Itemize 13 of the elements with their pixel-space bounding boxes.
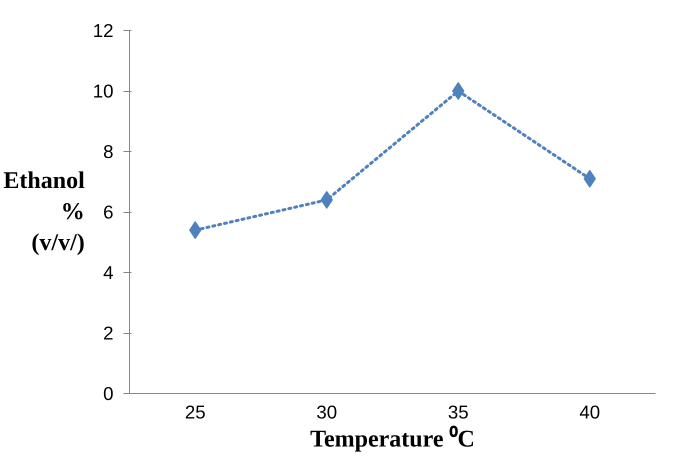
- y-tick-label: 0: [103, 383, 114, 404]
- y-axis-title: Ethanol % (v/v/): [3, 168, 86, 256]
- x-tick-label: 35: [448, 402, 469, 422]
- x-tick-label: 30: [316, 402, 338, 422]
- y-tick-label: 4: [103, 262, 114, 283]
- x-axis-title: Temperature ⁰C: [310, 426, 475, 452]
- y-tick-label: 6: [103, 202, 114, 222]
- y-tick-label: 2: [103, 322, 114, 344]
- x-tick-label: 40: [579, 402, 600, 422]
- x-tick-label: 25: [184, 402, 206, 422]
- y-tick-label: 10: [92, 80, 114, 102]
- y-tick-label: 8: [103, 141, 114, 162]
- y-tick-label: 12: [92, 20, 114, 41]
